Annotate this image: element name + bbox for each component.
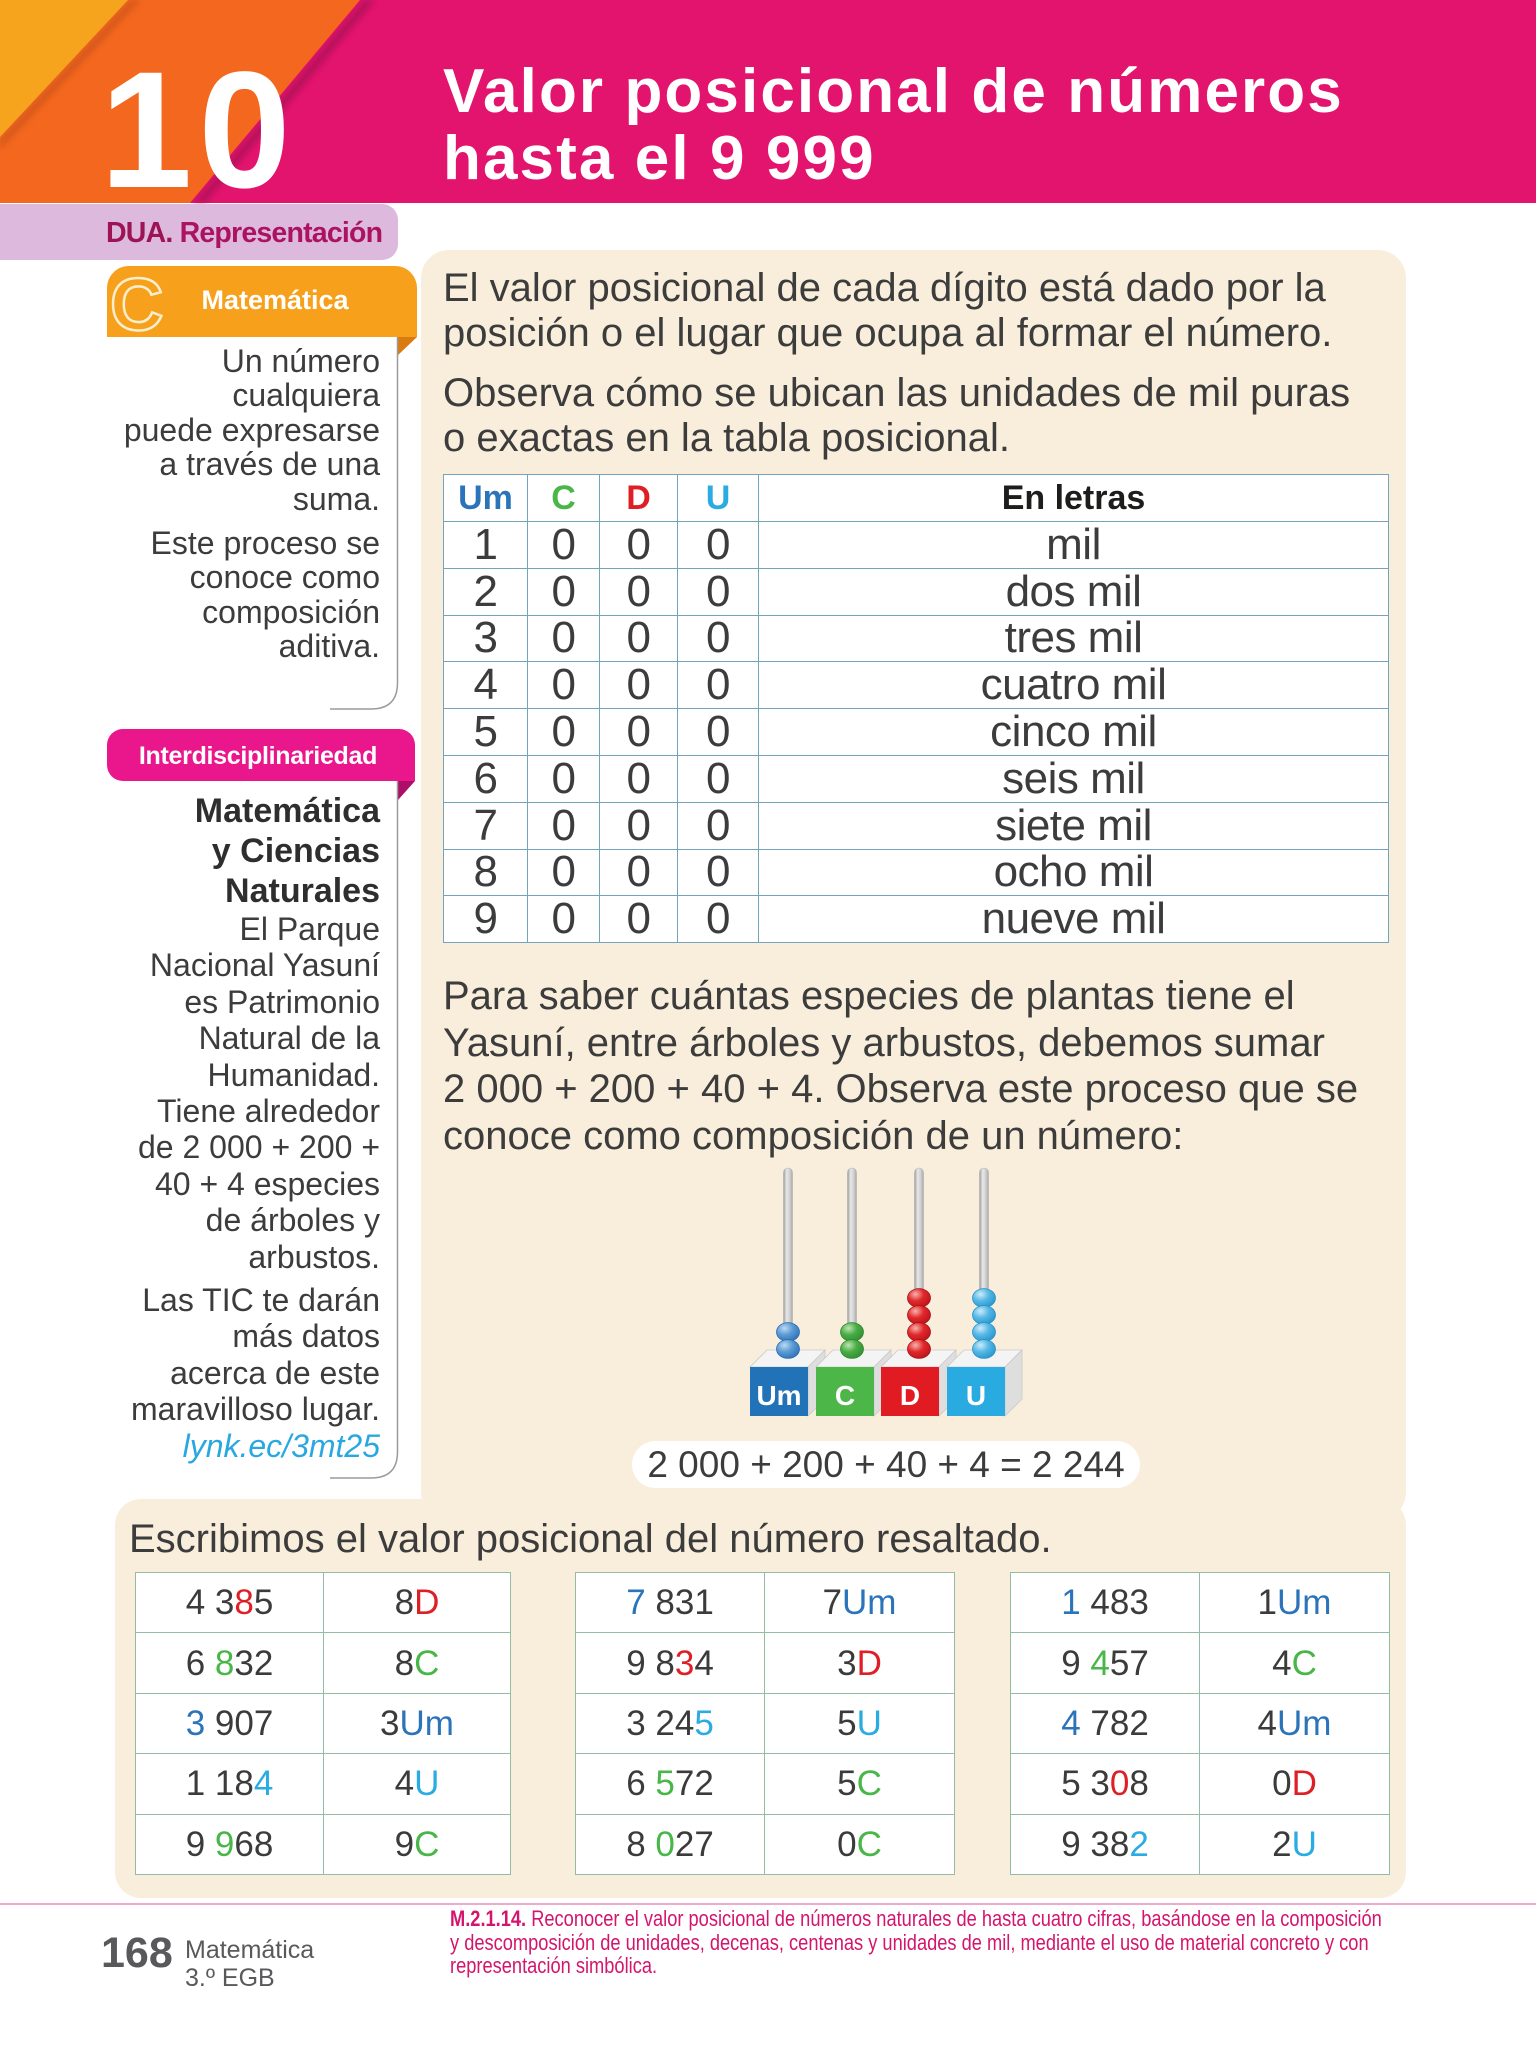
svg-text:C: C	[110, 266, 163, 346]
svg-text:U: U	[966, 1380, 986, 1411]
svg-text:Um: Um	[756, 1380, 801, 1411]
svg-text:C: C	[835, 1380, 855, 1411]
svg-text:D: D	[900, 1380, 920, 1411]
